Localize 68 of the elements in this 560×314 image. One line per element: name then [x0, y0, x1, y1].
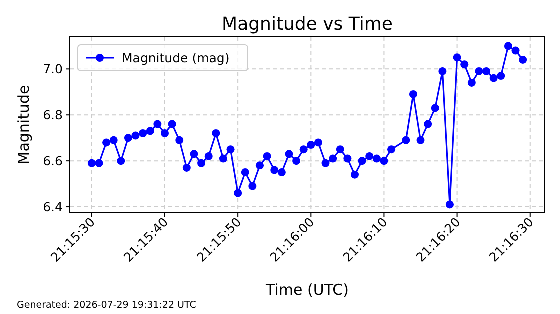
x-axis-title: Time (UTC)	[265, 281, 349, 299]
y-tick-label: 6.6	[43, 153, 64, 168]
point	[204, 152, 213, 160]
point	[154, 120, 162, 128]
y-tick-label: 6.8	[43, 107, 64, 122]
point	[329, 154, 338, 163]
point	[307, 140, 316, 149]
point	[132, 132, 140, 140]
point	[446, 200, 454, 209]
point	[248, 182, 257, 190]
point	[497, 72, 506, 80]
point	[402, 136, 410, 144]
point	[139, 130, 148, 138]
point	[416, 136, 425, 144]
point	[504, 42, 512, 50]
point	[453, 54, 462, 62]
point	[88, 159, 96, 168]
point	[124, 134, 132, 142]
y-tick-label: 6.4	[43, 199, 64, 214]
point	[95, 159, 104, 168]
point	[160, 130, 169, 138]
point	[468, 78, 476, 87]
point	[380, 157, 388, 166]
point	[482, 67, 491, 76]
point	[300, 146, 308, 154]
point	[176, 136, 184, 144]
point	[460, 60, 469, 69]
point	[219, 154, 228, 163]
point	[241, 168, 250, 177]
point	[431, 104, 440, 112]
point	[336, 146, 344, 154]
point	[226, 146, 235, 154]
point	[490, 74, 498, 82]
point	[117, 157, 126, 166]
point	[212, 130, 220, 138]
point	[270, 166, 279, 174]
chart-title: Magnitude vs Time	[222, 14, 393, 35]
point	[278, 168, 286, 177]
point	[168, 120, 176, 128]
point	[314, 138, 322, 147]
text: Generated: 2026-07-29 19:31:22 UTC	[17, 300, 197, 311]
legend-label: Magnitude (mag)	[122, 50, 230, 66]
point	[475, 67, 484, 76]
point	[424, 120, 432, 128]
point	[190, 150, 198, 158]
point	[292, 157, 301, 166]
point	[256, 162, 264, 170]
point	[366, 152, 374, 160]
point	[263, 152, 272, 160]
point	[409, 90, 418, 98]
point	[110, 136, 118, 144]
point	[285, 150, 294, 158]
point	[344, 154, 352, 163]
point	[322, 159, 330, 168]
y-axis-title: Magnitude	[15, 85, 33, 165]
point	[372, 154, 381, 163]
point	[519, 56, 528, 64]
point	[234, 189, 242, 198]
point	[358, 157, 366, 166]
point	[102, 138, 111, 147]
point	[146, 127, 154, 136]
point	[182, 164, 191, 172]
point	[512, 46, 520, 55]
point	[438, 67, 447, 76]
point	[198, 159, 206, 168]
point	[388, 146, 396, 154]
y-tick-label: 7.0	[43, 62, 64, 77]
point	[350, 170, 359, 179]
